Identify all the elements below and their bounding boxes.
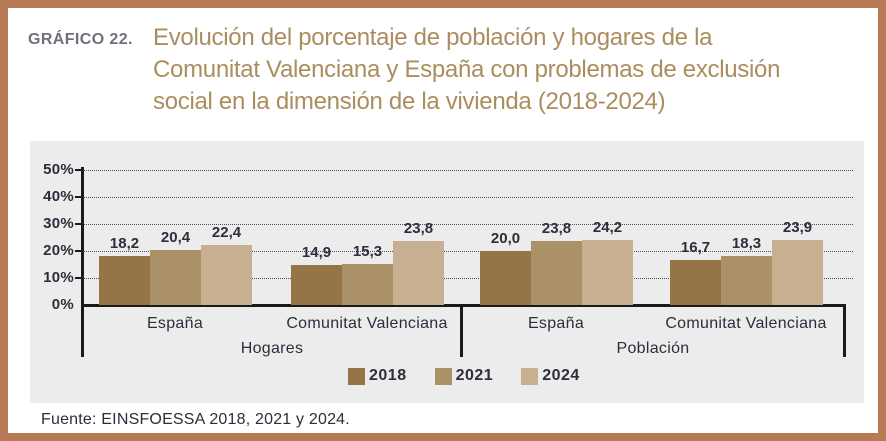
axis-right-end-line [843,307,846,357]
bar-value-label: 15,3 [352,242,383,260]
chart-panel: 0% 10% 20% 30% 40% 50% 18,2 20,4 22,4 España 14,9 1… [30,141,864,403]
bar-2024-comunitat-valenciana-población [772,240,823,305]
gridline [81,170,853,171]
bar-2018-comunitat-valenciana-población [670,259,721,305]
x-axis-baseline [81,304,846,307]
section-divider-line [460,307,463,357]
figure-title: Evolución del porcentaje de población y … [153,22,873,118]
legend-swatch-2024 [521,367,539,385]
gridline [81,224,853,225]
bar-2021-españa-población [531,240,582,305]
y-axis-line [81,167,84,357]
bar-value-label: 20,0 [490,230,521,247]
figure-number-label: GRÁFICO 22. [28,31,133,48]
bar-value-label: 20,4 [160,228,191,246]
bar-2018-comunitat-valenciana-hogares [291,264,342,305]
bar-value-label: 23,8 [541,219,572,237]
gridline [81,251,853,252]
x-axis-region-label: España [527,315,585,332]
bar-value-label: 23,8 [403,219,434,237]
y-axis-tick-label: 40% [43,188,74,205]
bar-value-label: 22,4 [211,223,242,241]
bar-value-label: 24,2 [592,218,623,236]
y-axis-tick-label: 10% [43,269,74,286]
gridline [81,197,853,198]
bar-2024-comunitat-valenciana-hogares [393,240,444,305]
bar-2024-españa-hogares [201,244,252,305]
legend-label-2024: 2024 [542,367,580,384]
legend-swatch-2018 [348,367,365,385]
legend-swatch-2021 [434,367,452,385]
y-axis-tick [75,169,82,171]
legend-item-2018: 2018 [348,367,407,385]
bar-value-label: 14,9 [301,243,332,261]
x-axis-region-label: España [146,315,204,332]
source-note: Fuente: EINSFOESSA 2018, 2021 y 2024. [41,411,350,428]
y-axis-tick-label: 50% [43,161,74,178]
bar-value-label: 18,2 [109,234,140,252]
x-axis-region-label: Comunitat Valenciana [286,315,448,332]
legend-label-2021: 2021 [455,367,494,384]
chart-legend: 2018 2021 2024 [348,367,580,385]
y-axis-tick [75,196,82,198]
legend-item-2024: 2024 [521,367,580,385]
legend-item-2021: 2021 [434,367,494,385]
bar-value-label: 23,9 [782,219,813,237]
bar-value-label: 18,3 [731,234,762,252]
figure-title-line-3: social en la dimensión de la vivienda (2… [153,88,666,115]
bar-2024-españa-población [582,239,633,305]
y-axis-tick-label: 30% [43,215,74,232]
bar-2018-españa-hogares [99,255,150,305]
y-axis-tick-label: 20% [43,242,74,259]
figure-title-line-2: Comunitat Valenciana y España con proble… [153,56,781,83]
bar-2018-españa-población [480,251,531,305]
y-axis-tick-label: 0% [51,296,74,313]
legend-label-2018: 2018 [369,367,407,384]
bar-value-label: 16,7 [680,238,711,256]
bar-2021-comunitat-valenciana-población [721,255,772,305]
bar-2021-comunitat-valenciana-hogares [342,263,393,305]
y-axis-tick [75,250,82,252]
x-axis-region-label: Comunitat Valenciana [665,315,827,332]
bar-2021-españa-hogares [150,249,201,305]
figure-title-line-1: Evolución del porcentaje de población y … [153,24,713,51]
x-axis-section-label: Hogares [240,340,304,357]
y-axis-tick [75,277,82,279]
x-axis-section-label: Población [616,340,690,357]
gridline [81,278,853,279]
y-axis-tick [75,223,82,225]
